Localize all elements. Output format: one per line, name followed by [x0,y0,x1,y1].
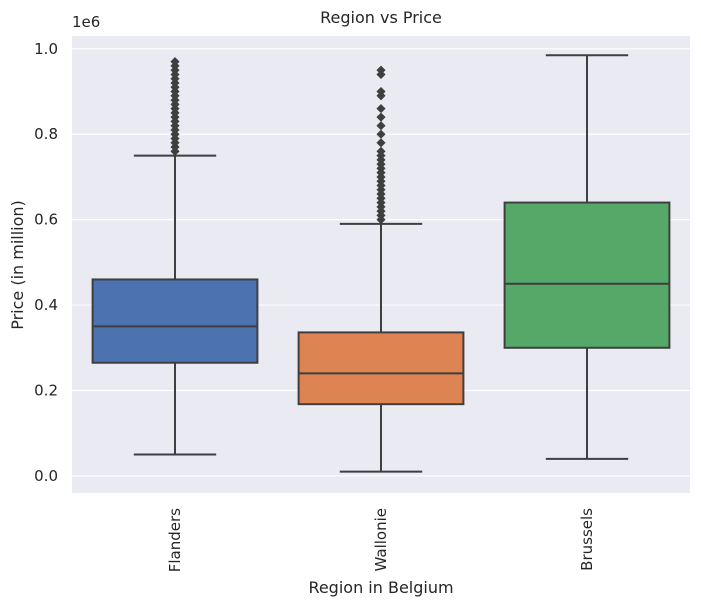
y-tick-label: 0.0 [34,467,58,485]
box-wallonie [297,65,465,473]
outlier-point [376,65,386,75]
y-axis-title: Price (in million) [8,200,27,330]
outlier-point [376,121,386,131]
iqr-box [91,278,259,364]
x-tick-label: Brussels [578,508,596,571]
y-tick-label: 0.6 [34,211,58,229]
y-tick-label: 0.4 [34,296,58,314]
iqr-box [297,331,465,406]
boxes-group [91,54,671,473]
outlier-point [376,104,386,114]
outlier-point [170,57,180,67]
y-tick-labels: 0.0 0.2 0.4 0.6 0.8 1.0 [34,40,58,485]
outlier-point [376,86,386,97]
outlier-point [376,146,386,156]
outlier-point [376,138,386,148]
x-axis-title: Region in Belgium [308,578,453,597]
chart-title: Region vs Price [320,8,442,27]
box-flanders [91,57,259,456]
outlier-point [376,112,386,122]
x-tick-label: Wallonie [372,508,390,571]
x-tick-labels: Flanders Wallonie Brussels [166,508,596,572]
y-tick-label: 0.2 [34,381,58,399]
iqr-box [503,201,671,349]
y-tick-label: 1.0 [34,40,58,58]
box-brussels [503,54,671,460]
outlier-point [376,129,386,139]
y-tick-label: 0.8 [34,125,58,143]
y-offset-label: 1e6 [72,13,100,31]
x-tick-label: Flanders [166,508,184,572]
